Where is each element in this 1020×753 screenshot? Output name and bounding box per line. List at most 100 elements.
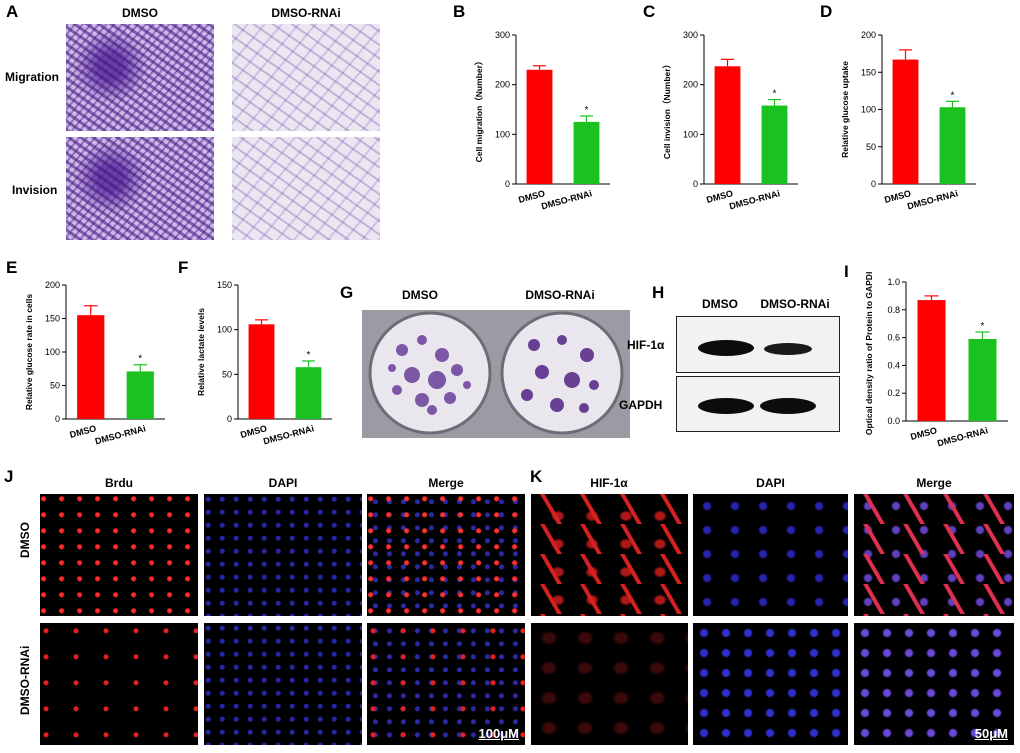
migration-rnai-image: [232, 24, 380, 131]
y-axis-label: Relative glucose uptake: [840, 61, 850, 158]
significance-star: *: [951, 90, 955, 101]
y-tick-label: 0: [55, 414, 60, 424]
panel-h-header-dmso: DMSO: [702, 297, 738, 311]
bar: [939, 107, 966, 184]
panel-k-header-dapi: DAPI: [756, 476, 785, 490]
bar: [526, 69, 553, 184]
colony-plate-image: [362, 310, 630, 438]
panel-h-header-rnai: DMSO-RNAi: [760, 297, 830, 311]
panel-letter-g: G: [340, 283, 354, 302]
invasion-dmso-image: [66, 137, 214, 240]
y-tick-label: 200: [683, 80, 698, 90]
y-tick-label: 0.2: [887, 388, 900, 398]
significance-star: *: [773, 89, 777, 100]
brdu-rnai-image: [40, 623, 198, 745]
bar: [892, 59, 919, 184]
y-tick-label: 300: [495, 30, 510, 40]
y-axis-label: Relative glucose rate in cells: [24, 294, 34, 410]
migration-dmso-image: [66, 24, 214, 131]
y-tick-label: 200: [45, 280, 60, 290]
panel-letter-k: K: [530, 467, 543, 486]
y-tick-label: 100: [683, 129, 698, 139]
panel-j-header-dapi: DAPI: [268, 476, 298, 490]
bar: [248, 324, 275, 419]
panel-k-header-hif: HIF-1α: [590, 476, 628, 490]
panel-j-header-brdu: Brdu: [105, 476, 133, 490]
panel-h-row-gapdh: GAPDH: [619, 398, 663, 412]
panel-letter-j: J: [4, 467, 14, 486]
category-label: DMSO-RNAi: [936, 425, 989, 448]
y-tick-label: 100: [45, 347, 60, 357]
merge-rnai-image: 100μM: [367, 623, 525, 745]
category-label: DMSO-RNAi: [906, 188, 959, 211]
y-tick-label: 0: [871, 179, 876, 189]
category-label: DMSO: [69, 423, 98, 440]
panel-j-header-merge: Merge: [428, 476, 464, 490]
y-tick-label: 150: [861, 67, 876, 77]
y-tick-label: 100: [217, 325, 232, 335]
y-tick-label: 0.0: [887, 416, 900, 426]
invasion-rnai-image: [232, 137, 380, 240]
chart-i: 0.0 0.2 0.4 0.6 0.8 1.0 Optical density ratio …: [864, 272, 1008, 448]
panel-letter-e: E: [6, 258, 18, 277]
bar: [917, 300, 946, 421]
category-label: DMSO-RNAi: [540, 188, 593, 211]
dapi-dmso-image: [204, 494, 362, 616]
y-tick-label: 0: [505, 179, 510, 189]
significance-star: *: [307, 350, 311, 361]
y-tick-label: 0.6: [887, 333, 900, 343]
category-label: DMSO-RNAi: [94, 423, 147, 446]
panel-letter-d: D: [820, 2, 833, 21]
y-axis-label: Cell migration（Number）: [474, 57, 484, 163]
hif-rnai-image: [531, 623, 688, 745]
y-tick-label: 50: [50, 381, 60, 391]
scale-bar-100: 100μM: [478, 726, 519, 741]
y-tick-label: 100: [861, 105, 876, 115]
category-label: DMSO-RNAi: [262, 423, 315, 446]
y-axis-label: Relative lactate levels: [196, 308, 206, 396]
panel-letter-c: C: [643, 2, 656, 21]
dapi-rnai-image: [204, 623, 362, 745]
bar: [573, 121, 600, 184]
bar: [968, 338, 997, 421]
panel-a-header-rnai: DMSO-RNAi: [271, 6, 341, 20]
y-tick-label: 150: [217, 280, 232, 290]
y-axis-label: Optical density ratio of Protein to GAPD…: [864, 272, 874, 435]
panel-a-header-dmso: DMSO: [122, 6, 158, 20]
y-tick-label: 0.8: [887, 305, 900, 315]
y-tick-label: 50: [866, 142, 876, 152]
panel-letter-f: F: [178, 258, 189, 277]
panel-g-header-dmso: DMSO: [402, 288, 438, 302]
bar: [714, 66, 741, 184]
panel-k-header-merge: Merge: [916, 476, 952, 490]
significance-star: *: [138, 354, 142, 365]
y-tick-label: 200: [495, 80, 510, 90]
brdu-dmso-image: [40, 494, 198, 616]
dapi-k-rnai-image: [693, 623, 848, 745]
bar: [761, 105, 788, 184]
y-tick-label: 200: [861, 30, 876, 40]
merge-k-rnai-image: 50μM: [854, 623, 1014, 745]
merge-k-dmso-image: [854, 494, 1014, 616]
chart-e: 0 50 100 150 200 Relative glucose rate in cel…: [24, 280, 165, 446]
category-label: DMSO: [909, 425, 938, 442]
bar: [77, 315, 105, 419]
y-tick-label: 0.4: [887, 360, 900, 370]
y-tick-label: 100: [495, 129, 510, 139]
y-tick-label: 50: [222, 369, 232, 379]
western-blot-image: [676, 316, 840, 432]
bar: [295, 367, 322, 419]
panel-h-row-hif: HIF-1α: [627, 338, 665, 352]
significance-star: *: [585, 105, 589, 116]
panel-a-row-migration: Migration: [5, 70, 59, 84]
bar: [126, 371, 154, 419]
panel-j-row-rnai: DMSO-RNAi: [18, 645, 32, 715]
y-tick-label: 150: [45, 314, 60, 324]
dapi-k-dmso-image: [693, 494, 848, 616]
panel-letter-b: B: [453, 2, 466, 21]
y-tick-label: 300: [683, 30, 698, 40]
